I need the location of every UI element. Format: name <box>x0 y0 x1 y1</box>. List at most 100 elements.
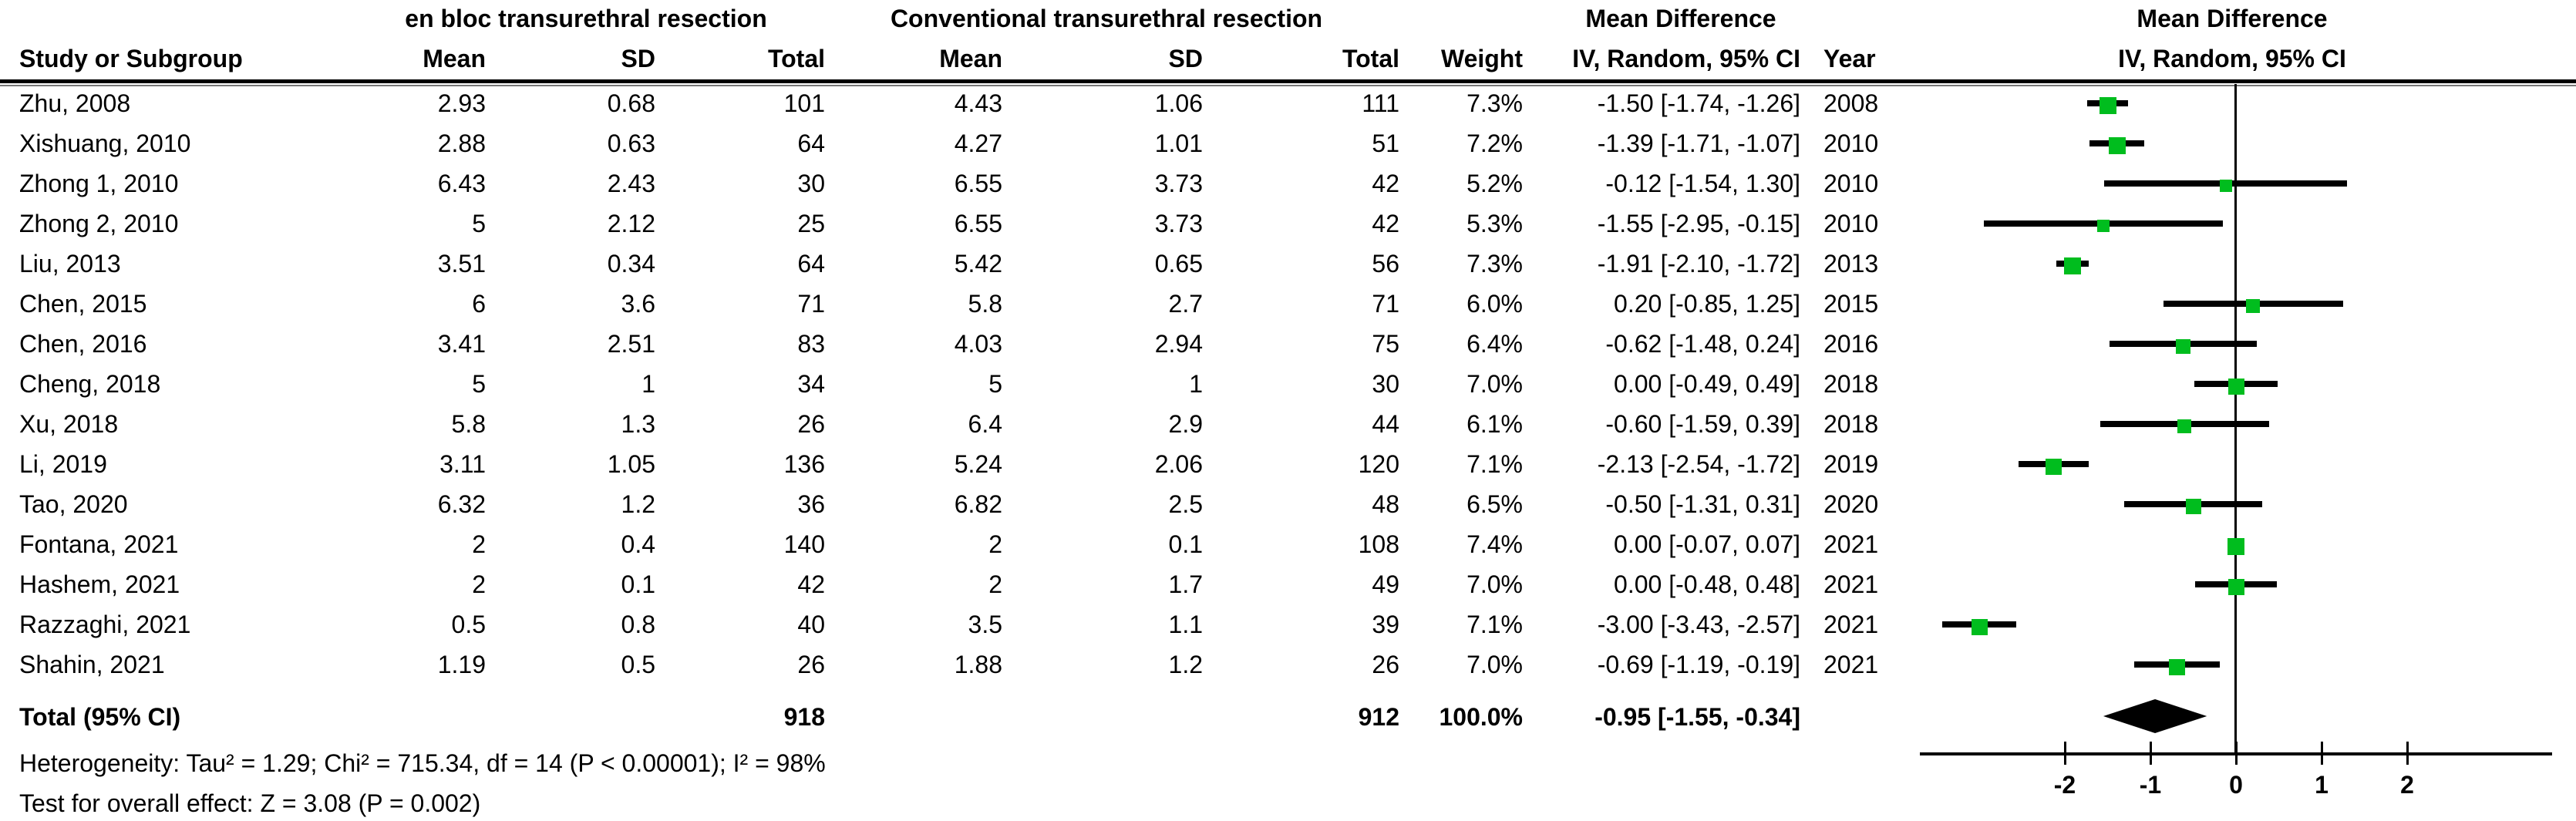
point-estimate-marker <box>2100 97 2116 114</box>
group1-mean: 2 <box>472 570 486 598</box>
point-estimate-marker <box>2046 459 2062 475</box>
study-weight: 7.0% <box>1466 370 1523 398</box>
mean1-column-header: Mean <box>423 45 486 72</box>
group1-mean: 3.41 <box>437 330 486 358</box>
study-ci-text: -0.12 [-1.54, 1.30] <box>1605 170 1800 197</box>
group2-mean: 3.5 <box>968 611 1002 638</box>
group1-header: en bloc transurethral resection <box>405 5 767 32</box>
group2-sd: 1 <box>1189 370 1203 398</box>
mean2-column-header: Mean <box>939 45 1002 72</box>
point-estimate-marker <box>2227 538 2244 555</box>
study-label: Cheng, 2018 <box>19 370 161 398</box>
mean-difference-column-title: Mean Difference <box>1585 5 1776 32</box>
group2-mean: 2 <box>988 570 1002 598</box>
study-weight: 6.4% <box>1466 330 1523 358</box>
total-row-label: Total (95% CI) <box>19 703 181 731</box>
group2-total: 42 <box>1372 210 1399 237</box>
x-axis-tick <box>2235 742 2238 765</box>
total2-column-header: Total <box>1342 45 1399 72</box>
pooled-effect-diamond <box>2103 699 2207 733</box>
study-label: Shahin, 2021 <box>19 651 165 678</box>
group1-total: 34 <box>797 370 825 398</box>
sd1-column-header: SD <box>621 45 655 72</box>
point-estimate-marker <box>2228 579 2244 595</box>
group1-total: 25 <box>797 210 825 237</box>
study-weight: 6.5% <box>1466 490 1523 518</box>
x-axis-tick <box>2150 742 2152 765</box>
group1-sd: 3.6 <box>621 290 655 318</box>
group2-total: 30 <box>1372 370 1399 398</box>
point-estimate-marker <box>2186 499 2201 514</box>
point-estimate-marker <box>2109 137 2126 154</box>
group1-sd: 0.4 <box>621 530 655 558</box>
group1-sd: 2.12 <box>607 210 655 237</box>
x-axis-tick-label: 2 <box>2400 771 2414 799</box>
group2-total: 49 <box>1372 570 1399 598</box>
group2-mean: 6.55 <box>954 170 1002 197</box>
study-label: Liu, 2013 <box>19 250 121 278</box>
group2-mean: 6.82 <box>954 490 1002 518</box>
group2-sd: 2.5 <box>1168 490 1203 518</box>
study-label: Zhu, 2008 <box>19 89 131 117</box>
group1-mean: 6 <box>472 290 486 318</box>
x-axis-tick-label: -1 <box>2139 771 2162 799</box>
x-axis-tick <box>2064 742 2066 765</box>
group1-sd: 0.34 <box>607 250 655 278</box>
group2-mean: 5.42 <box>954 250 1002 278</box>
group1-total: 64 <box>797 250 825 278</box>
study-ci-text: -0.50 [-1.31, 0.31] <box>1605 490 1800 518</box>
group2-sd: 0.65 <box>1154 250 1203 278</box>
group1-mean: 6.43 <box>437 170 486 197</box>
point-estimate-marker <box>2169 659 2185 675</box>
group1-total: 71 <box>797 290 825 318</box>
group1-total: 101 <box>783 89 825 117</box>
group2-mean: 6.55 <box>954 210 1002 237</box>
group2-total: 26 <box>1372 651 1399 678</box>
study-label: Zhong 1, 2010 <box>19 170 179 197</box>
group1-sd: 0.68 <box>607 89 655 117</box>
study-weight: 5.3% <box>1466 210 1523 237</box>
group2-mean: 4.27 <box>954 130 1002 157</box>
study-label: Zhong 2, 2010 <box>19 210 179 237</box>
group1-mean: 2.88 <box>437 130 486 157</box>
group2-mean: 5.24 <box>954 450 1002 478</box>
x-axis-tick <box>2406 742 2409 765</box>
group1-total: 64 <box>797 130 825 157</box>
group2-total: 44 <box>1372 410 1399 438</box>
ci-plot-header: IV, Random, 95% CI <box>2118 45 2346 72</box>
group1-mean: 3.51 <box>437 250 486 278</box>
heterogeneity-text: Heterogeneity: Tau² = 1.29; Chi² = 715.3… <box>19 749 826 777</box>
group2-total: 48 <box>1372 490 1399 518</box>
group2-mean: 5.8 <box>968 290 1002 318</box>
group1-total: 140 <box>783 530 825 558</box>
group2-sd: 0.1 <box>1168 530 1203 558</box>
group1-total: 42 <box>797 570 825 598</box>
group2-mean: 2 <box>988 530 1002 558</box>
sd2-column-header: SD <box>1168 45 1203 72</box>
study-label: Hashem, 2021 <box>19 570 180 598</box>
study-weight: 5.2% <box>1466 170 1523 197</box>
study-ci-text: 0.00 [-0.49, 0.49] <box>1614 370 1800 398</box>
study-ci-text: -2.13 [-2.54, -1.72] <box>1597 450 1800 478</box>
study-weight: 6.1% <box>1466 410 1523 438</box>
mean-difference-plot-title: Mean Difference <box>2137 5 2328 32</box>
study-ci-text: 0.20 [-0.85, 1.25] <box>1614 290 1800 318</box>
total1-column-header: Total <box>767 45 825 72</box>
study-weight: 7.2% <box>1466 130 1523 157</box>
study-ci-text: -0.60 [-1.59, 0.39] <box>1605 410 1800 438</box>
study-column-header: Study or Subgroup <box>19 45 243 72</box>
group2-sd: 1.2 <box>1168 651 1203 678</box>
study-ci-text: -1.50 [-1.74, -1.26] <box>1597 89 1800 117</box>
group1-mean: 5 <box>472 210 486 237</box>
group1-sd: 1.05 <box>607 450 655 478</box>
group1-mean: 3.11 <box>439 450 486 478</box>
group2-sd: 1.06 <box>1154 89 1203 117</box>
study-year: 2015 <box>1823 290 1879 318</box>
study-label: Xishuang, 2010 <box>19 130 191 157</box>
study-label: Razzaghi, 2021 <box>19 611 191 638</box>
study-year: 2010 <box>1823 170 1879 197</box>
group2-mean: 5 <box>988 370 1002 398</box>
study-ci-text: 0.00 [-0.48, 0.48] <box>1614 570 1800 598</box>
group1-total: 40 <box>797 611 825 638</box>
group1-total: 83 <box>797 330 825 358</box>
